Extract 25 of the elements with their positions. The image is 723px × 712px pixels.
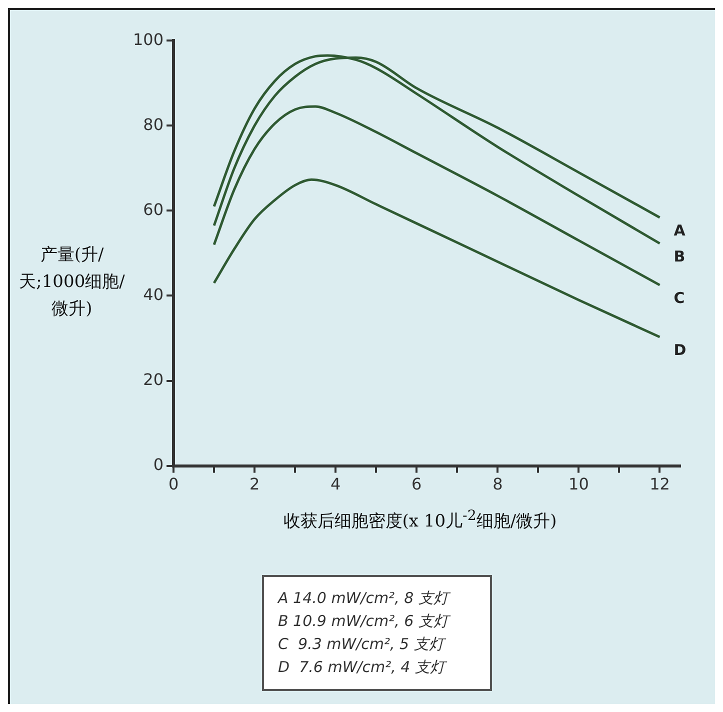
series-label: D: [674, 340, 686, 359]
text: D 7.6 mW/cm², 4 支灯: [278, 657, 448, 678]
text: B 10.9 mW/cm², 6 支灯: [278, 611, 452, 632]
y-axis-title: 产量(升/天;1000细胞/微升): [18, 244, 126, 321]
series-label: C: [674, 288, 685, 307]
x-tick-label: 2: [249, 474, 260, 494]
y-tick-label: 40: [143, 284, 164, 304]
x-tick-label: 10: [568, 474, 589, 494]
x-tick-label: 6: [412, 474, 422, 494]
x-tick-label: 0: [168, 474, 179, 494]
series-label: B: [674, 247, 686, 266]
y-tick-label: 60: [143, 200, 164, 219]
y-tick-label: 20: [143, 370, 164, 389]
x-tick-label: 8: [492, 474, 503, 494]
y-tick-label: 80: [143, 114, 164, 134]
x-tick-label: 4: [330, 474, 341, 494]
x-tick-label: 12: [650, 474, 670, 494]
y-tick-label: 0: [153, 454, 164, 474]
series-label: A: [674, 221, 686, 240]
x-axis-title: 收获后细胞密度(x 10儿$^{-2}$细胞/微升): [282, 508, 558, 533]
line-series: [212, 178, 661, 338]
text: A 14.0 mW/cm², 8 支灯: [278, 588, 452, 609]
y-tick-label: 100: [132, 30, 164, 49]
line-series: [212, 105, 661, 286]
text: C 9.3 mW/cm², 5 支灯: [278, 634, 447, 655]
